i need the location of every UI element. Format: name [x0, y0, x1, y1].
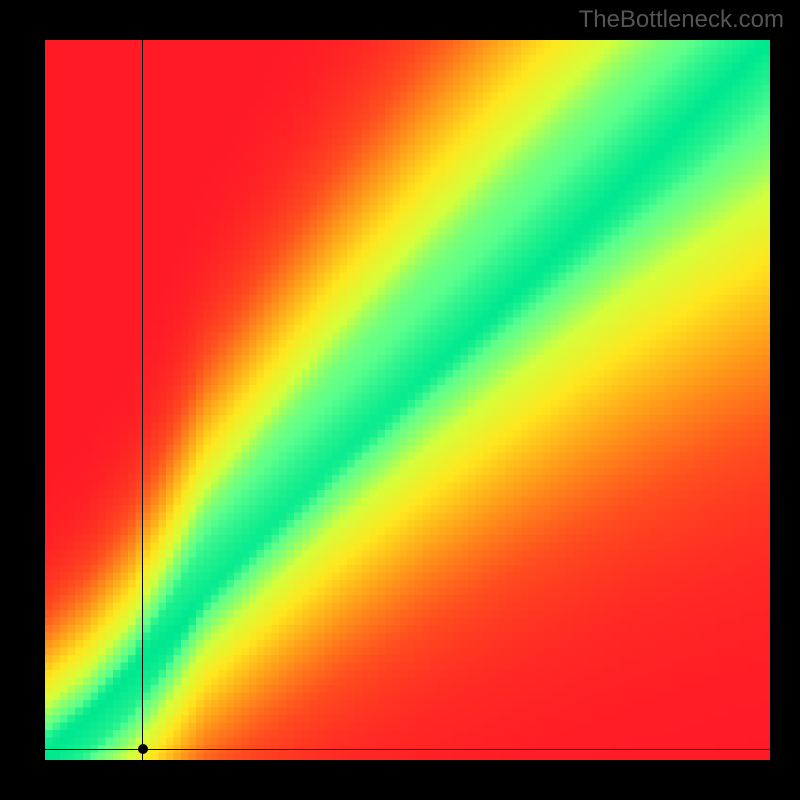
crosshair-vertical [142, 40, 143, 760]
chart-container: TheBottleneck.com [0, 0, 800, 800]
watermark-text: TheBottleneck.com [579, 6, 784, 34]
plot-area [45, 40, 770, 760]
crosshair-horizontal [45, 749, 770, 750]
heatmap-canvas [45, 40, 770, 760]
crosshair-marker [138, 744, 148, 754]
